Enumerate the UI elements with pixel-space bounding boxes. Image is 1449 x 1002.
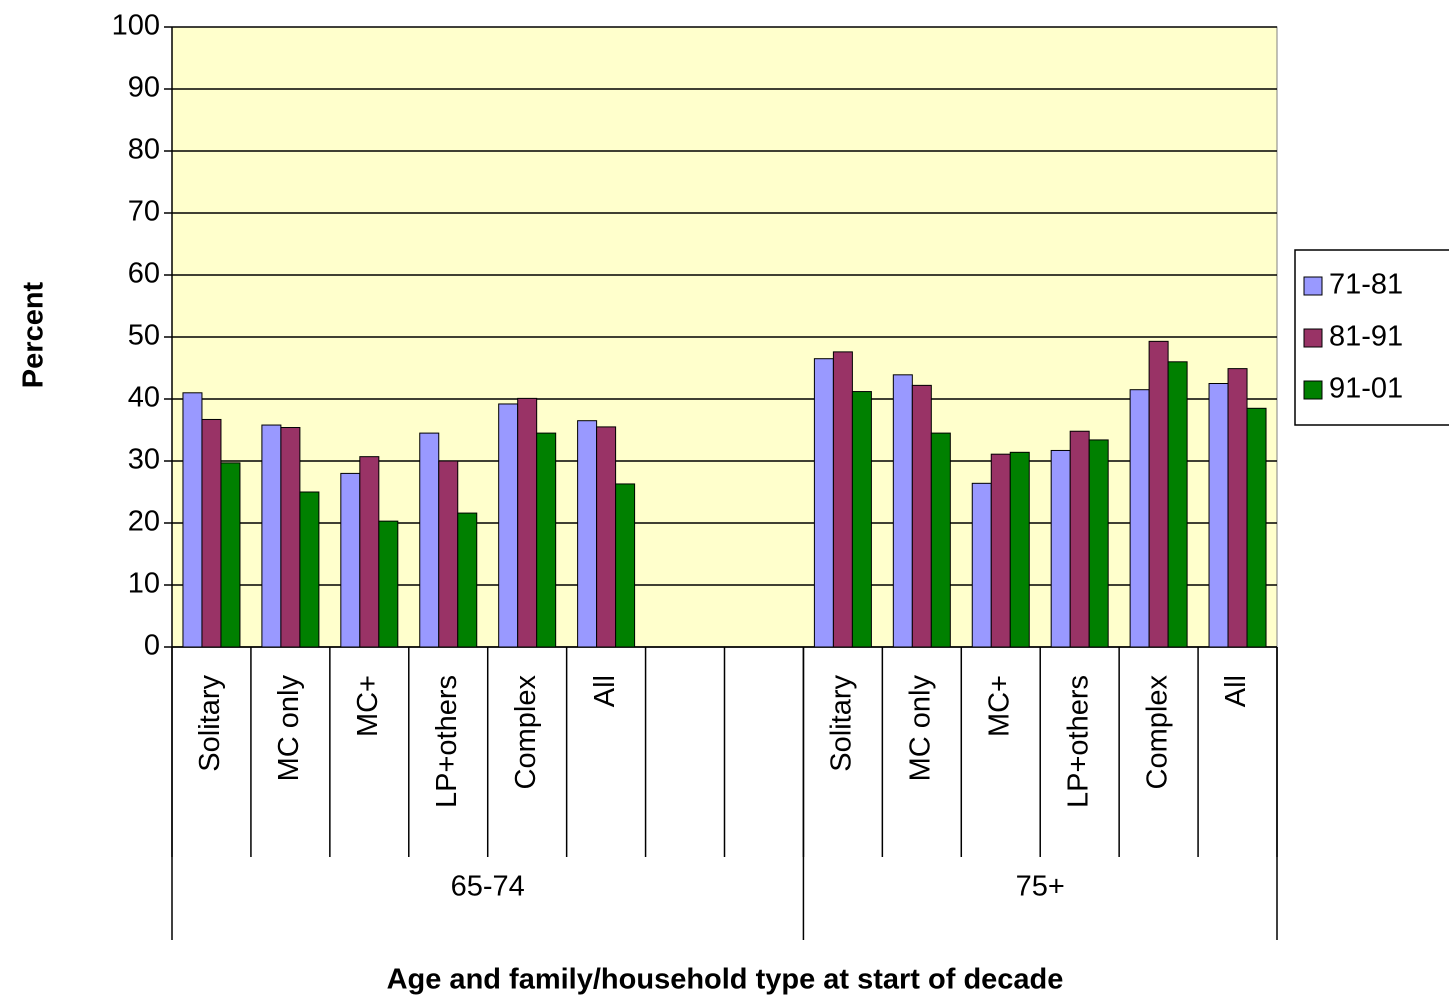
bar: [498, 403, 519, 648]
bar: [517, 397, 538, 648]
bar: [182, 392, 203, 648]
legend-label: 71-81: [1329, 269, 1403, 301]
legend-swatch: [1303, 276, 1323, 296]
bar: [892, 374, 913, 648]
legend-swatch: [1303, 328, 1323, 348]
y-tick-label: 30: [128, 444, 160, 476]
y-tick-label: 50: [128, 320, 160, 352]
x-tick-label: Solitary: [194, 675, 226, 772]
x-tick-label: All: [1220, 675, 1252, 707]
x-tick-label: MC only: [273, 675, 305, 782]
bar: [359, 456, 380, 648]
x-tick-label: LP+others: [431, 675, 463, 808]
bar: [299, 491, 320, 648]
bar: [1208, 383, 1229, 648]
bar: [930, 432, 951, 648]
bar: [851, 391, 872, 648]
bar: [1167, 361, 1188, 648]
bar: [536, 432, 557, 648]
bar: [1009, 451, 1030, 648]
y-tick-label: 0: [144, 630, 160, 662]
group-label: 75+: [1016, 871, 1065, 903]
bar: [1148, 340, 1169, 648]
bar: [971, 482, 992, 648]
y-tick-label: 80: [128, 134, 160, 166]
y-tick-label: 100: [112, 10, 160, 42]
bar: [280, 427, 301, 648]
y-tick-label: 90: [128, 72, 160, 104]
bar: [1050, 449, 1071, 648]
legend-swatch: [1303, 380, 1323, 400]
bar: [220, 462, 241, 648]
bar: [615, 483, 636, 648]
bar: [201, 418, 222, 648]
x-tick-label: Solitary: [826, 675, 858, 772]
bar: [261, 424, 282, 648]
x-tick-label: LP+others: [1062, 675, 1094, 808]
y-tick-label: 20: [128, 506, 160, 538]
bar: [1227, 368, 1248, 648]
x-tick-label: MC+: [983, 675, 1015, 737]
bar: [832, 351, 853, 648]
bar: [438, 460, 459, 648]
y-tick-label: 70: [128, 196, 160, 228]
y-tick-label: 40: [128, 382, 160, 414]
bar: [911, 384, 932, 648]
x-tick-label: Complex: [1141, 675, 1173, 790]
bar: [990, 453, 1011, 648]
x-tick-label: Complex: [510, 675, 542, 790]
x-tick-label: MC+: [352, 675, 384, 737]
bar: [1088, 439, 1109, 648]
bar: [378, 520, 399, 648]
group-label: 65-74: [451, 871, 525, 903]
bar: [596, 426, 617, 648]
y-tick-label: 10: [128, 568, 160, 600]
x-axis-title: Age and family/household type at start o…: [387, 964, 1064, 996]
x-tick-label: All: [589, 675, 621, 707]
bar: [340, 472, 361, 648]
legend-label: 91-01: [1329, 373, 1403, 405]
y-axis-title: Percent: [18, 281, 50, 388]
bar: [457, 512, 478, 648]
bar: [577, 420, 598, 648]
bar: [1069, 430, 1090, 648]
bar: [813, 358, 834, 648]
y-tick-label: 60: [128, 258, 160, 290]
bar: [419, 432, 440, 648]
bar: [1129, 389, 1150, 648]
x-tick-label: MC only: [904, 675, 936, 782]
bar: [1246, 407, 1267, 648]
legend-label: 81-91: [1329, 321, 1403, 353]
